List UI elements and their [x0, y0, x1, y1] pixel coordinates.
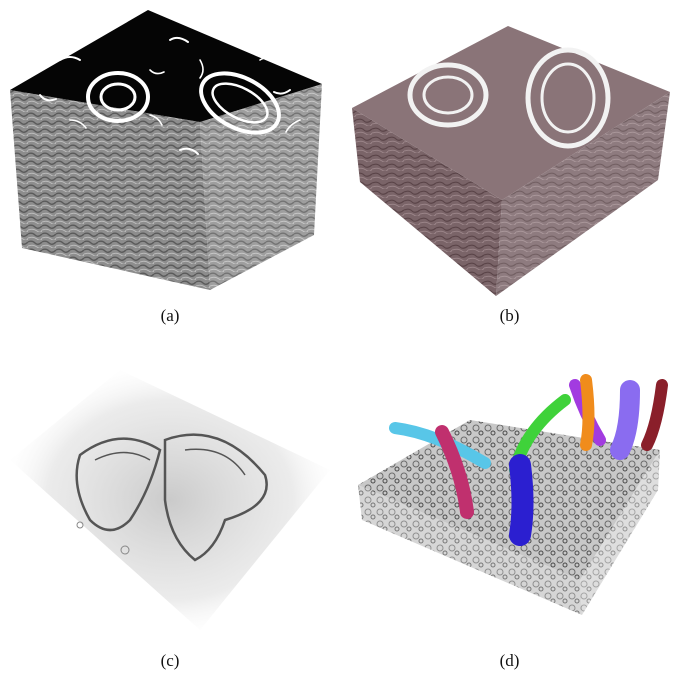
- em-volume-edge-map: [10, 10, 322, 290]
- caption-a: (a): [160, 306, 180, 325]
- block-left-face: [352, 108, 502, 296]
- caption-b: (b): [499, 306, 520, 325]
- block-left-face: [10, 90, 210, 290]
- translucent-volume-render: [10, 370, 330, 630]
- segment-orange: [580, 374, 595, 451]
- panel-d: (d): [340, 340, 679, 679]
- volume-fog: [10, 370, 330, 630]
- block-right-face: [496, 92, 670, 296]
- panel-b: (b): [340, 0, 679, 340]
- block-right-face: [200, 84, 322, 290]
- panel-c: (c): [0, 340, 340, 679]
- caption-d: (d): [499, 651, 520, 670]
- vesicles: [76, 521, 130, 555]
- segment-maroon: [641, 379, 668, 451]
- neurite-segments: [389, 374, 668, 546]
- block-left-face: [358, 485, 582, 615]
- segment-blue: [509, 454, 534, 546]
- segment-violet: [610, 380, 640, 460]
- tinted-volume-render: [352, 26, 670, 296]
- mitochondria-surfaces: [407, 47, 611, 149]
- block-right-face: [580, 450, 660, 615]
- edge-strokes: [39, 27, 301, 155]
- caption-c: (c): [160, 651, 180, 670]
- segment-magenta: [435, 425, 474, 519]
- segmented-neurites-render: [358, 374, 668, 615]
- mitochondria-outlines: [75, 433, 268, 562]
- block-top-face: [358, 420, 660, 580]
- segment-cyan: [389, 422, 491, 469]
- panel-a: (a): [0, 0, 340, 340]
